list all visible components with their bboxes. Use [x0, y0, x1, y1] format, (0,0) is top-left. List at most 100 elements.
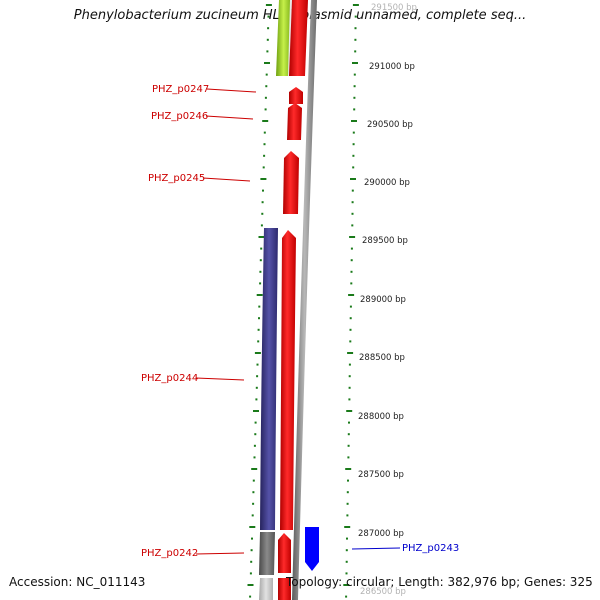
tick-mark	[345, 549, 348, 552]
gene-label[interactable]: PHZ_p0246	[151, 111, 208, 122]
gene-phz-p0246[interactable]	[287, 103, 302, 140]
tick-mark	[349, 328, 352, 331]
tick-mark	[255, 386, 258, 389]
backbone-track	[292, 0, 317, 600]
gene-leader-line	[202, 177, 251, 182]
tick-mark	[348, 294, 355, 296]
tick-mark	[256, 294, 263, 296]
tick-mark	[251, 514, 254, 517]
tick-mark	[349, 236, 356, 238]
tick-mark	[354, 27, 357, 30]
gene-leader-line	[351, 547, 401, 550]
bp-label: 290000 bp	[364, 178, 410, 188]
tick-mark	[350, 178, 356, 180]
tick-mark	[352, 166, 355, 169]
tick-mark	[350, 259, 353, 262]
feature-light-top	[288, 0, 292, 76]
tick-mark	[351, 224, 354, 227]
gene-phz-p0244-cog	[260, 228, 278, 530]
gene-label[interactable]: PHZ_p0245	[148, 173, 205, 184]
tick-mark	[352, 154, 355, 157]
gene-phz-p0242[interactable]	[278, 533, 291, 573]
tick-mark	[348, 375, 351, 378]
tick-mark	[265, 73, 268, 76]
tick-mark	[349, 340, 352, 343]
tick-mark	[348, 421, 350, 424]
tick-mark	[350, 270, 353, 273]
tick-mark	[260, 178, 267, 180]
bp-label: 291500 bp	[371, 3, 417, 13]
tick-mark	[346, 537, 348, 540]
bp-label: 286500 bp	[360, 587, 406, 597]
tick-mark	[353, 73, 356, 76]
gene-phz-p0245[interactable]	[283, 151, 299, 214]
tick-mark	[347, 479, 349, 482]
tick-mark	[267, 15, 270, 18]
tick-mark	[344, 526, 351, 528]
tick-mark	[353, 108, 356, 111]
tick-mark	[354, 38, 357, 41]
tick-mark	[265, 85, 268, 88]
tick-mark	[263, 154, 266, 157]
tick-mark	[256, 363, 259, 366]
tick-mark	[250, 560, 253, 563]
tick-mark	[249, 595, 252, 598]
tick-mark	[346, 491, 349, 494]
gene-phz-p0243[interactable]	[305, 527, 319, 571]
gene-label[interactable]: PHZ_p0243	[402, 543, 459, 554]
tick-mark	[253, 456, 256, 459]
tick-mark	[252, 479, 255, 482]
tick-mark	[353, 96, 356, 99]
tick-mark	[345, 560, 348, 563]
bp-label: 291000 bp	[369, 62, 415, 72]
bp-label: 290500 bp	[367, 120, 413, 130]
gene-leader-line	[205, 115, 254, 120]
tick-mark	[351, 201, 354, 204]
gene-label[interactable]: PHZ_p0242	[141, 548, 198, 559]
gene-leader-line	[195, 552, 245, 555]
tick-mark	[253, 410, 259, 412]
tick-mark	[347, 433, 350, 436]
tick-mark	[349, 317, 352, 320]
tick-mark	[347, 444, 350, 447]
gene-leader-line	[195, 377, 245, 381]
tick-mark	[260, 247, 263, 250]
tick-marks-right	[343, 4, 359, 598]
gene-phz-p0247[interactable]	[289, 87, 303, 104]
tick-mark	[258, 236, 265, 238]
tick-mark	[259, 259, 262, 262]
feature-light-bottom	[259, 578, 273, 600]
tick-mark	[256, 375, 259, 378]
gene-phz-p0242-cog	[259, 532, 275, 575]
tick-mark	[354, 50, 357, 53]
genome-summary-text: Topology: circular; Length: 382,976 bp; …	[286, 575, 593, 589]
gene-phz-p0244[interactable]	[280, 230, 296, 530]
tick-mark	[258, 317, 260, 320]
tick-mark	[261, 201, 264, 204]
tick-mark	[257, 328, 260, 331]
gene-label[interactable]: PHZ_p0247	[152, 84, 209, 95]
tick-mark	[251, 537, 253, 540]
tick-mark	[348, 363, 351, 366]
gene-label[interactable]: PHZ_p0244	[141, 373, 198, 384]
tick-mark	[352, 131, 355, 134]
tick-mark	[346, 410, 353, 412]
tick-mark	[263, 131, 266, 134]
tick-mark	[267, 27, 270, 30]
tick-mark	[255, 398, 258, 401]
feature-red-bottom	[278, 578, 291, 600]
tick-mark	[254, 421, 257, 424]
tick-mark	[351, 189, 354, 192]
gene-leader-line	[206, 88, 257, 93]
tick-mark	[250, 549, 253, 552]
tick-mark	[346, 502, 349, 505]
bp-label: 287000 bp	[358, 529, 404, 539]
bp-scale-labels: 291500 bp 291000 bp 290500 bp 290000 bp 2895…	[358, 3, 417, 597]
tick-mark	[345, 468, 352, 470]
tick-mark	[249, 526, 256, 528]
tick-mark	[262, 120, 269, 122]
tick-mark	[259, 282, 262, 285]
tick-mark	[262, 189, 264, 192]
tick-mark	[262, 166, 265, 169]
accession-text: Accession: NC_011143	[9, 575, 146, 589]
